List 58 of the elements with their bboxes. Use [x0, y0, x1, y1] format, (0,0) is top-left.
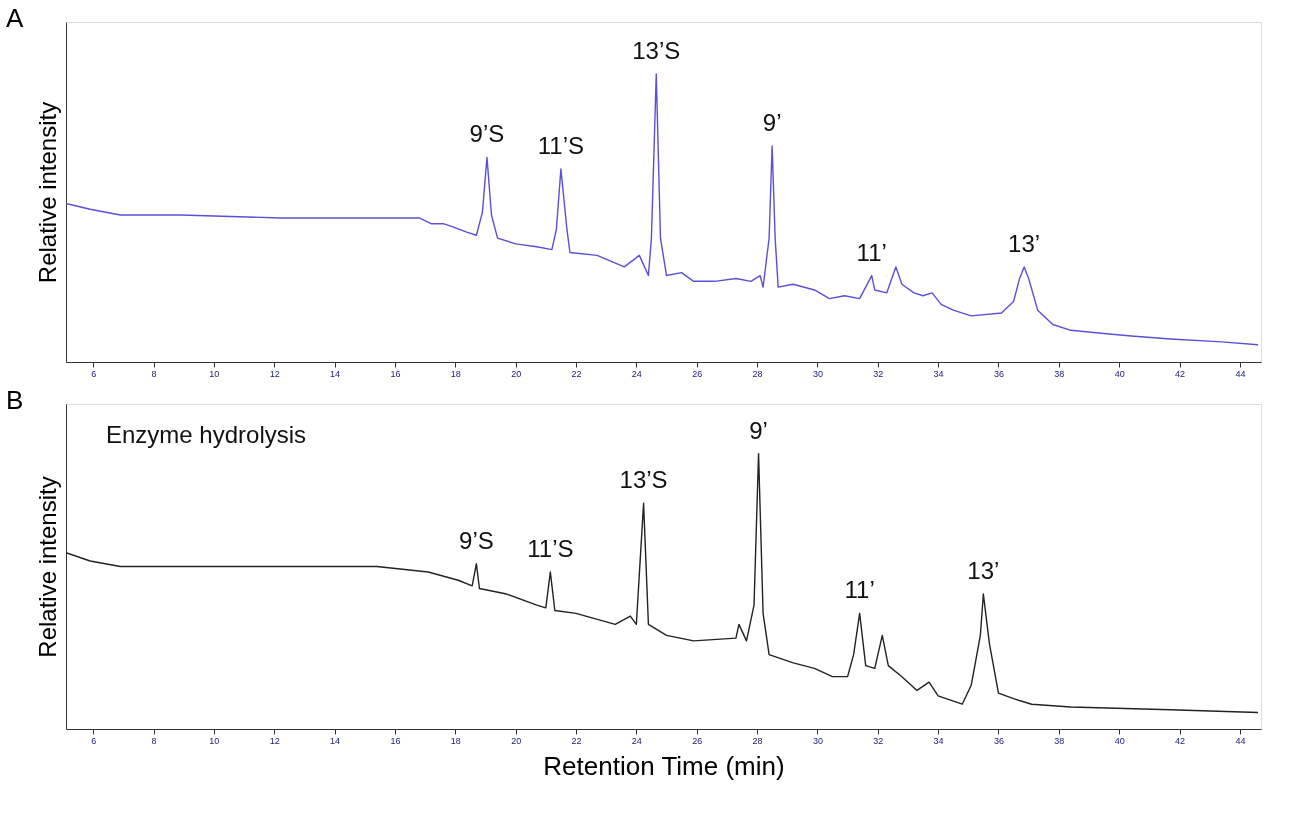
- chart-title: A: [6, 3, 24, 33]
- annotation: 11’S: [527, 535, 574, 563]
- annotation: 9’S: [469, 120, 505, 148]
- annotation: 9’S: [459, 526, 494, 554]
- annotation: 9’: [749, 416, 768, 444]
- x-tick-label: 16: [390, 735, 401, 746]
- x-tick-label: 38: [1054, 735, 1065, 746]
- x-tick-label: 22: [571, 735, 582, 746]
- annotation: 11’: [856, 238, 887, 266]
- x-tick-label: 40: [1114, 368, 1125, 379]
- x-tick-label: 24: [631, 735, 642, 746]
- annotation: 11’S: [537, 131, 585, 159]
- x-tick-label: 34: [933, 368, 944, 379]
- x-tick-label: 34: [933, 735, 944, 746]
- annotation: 13’S: [632, 36, 681, 64]
- x-tick-label: 8: [151, 368, 157, 379]
- x-tick-label: 26: [692, 735, 703, 746]
- x-tick-label: 10: [209, 735, 220, 746]
- x-tick-label: 32: [873, 368, 884, 379]
- annotation: 9’: [762, 108, 782, 136]
- x-tick-label: 18: [450, 735, 461, 746]
- x-tick-label: 6: [91, 368, 97, 379]
- x-tick-label: 22: [571, 368, 582, 379]
- text: Enzyme hydrolysis: [106, 421, 307, 448]
- x-tick-label: 42: [1175, 735, 1186, 746]
- x-tick-label: 8: [151, 735, 157, 746]
- annotation: 11’: [844, 576, 875, 604]
- x-tick-label: 44: [1235, 735, 1246, 746]
- x-tick-label: 24: [631, 368, 642, 379]
- x-tick-label: 36: [993, 735, 1004, 746]
- y-axis-title: Relative intensity: [33, 101, 61, 284]
- x-tick-label: 12: [269, 368, 280, 379]
- x-tick-label: 40: [1114, 735, 1125, 746]
- x-tick-label: 28: [752, 368, 763, 379]
- x-tick-label: 38: [1054, 368, 1065, 379]
- x-tick-label: 18: [450, 368, 461, 379]
- x-tick-label: 28: [752, 735, 763, 746]
- y-axis-title: Relative intensity: [33, 476, 61, 658]
- x-tick-label: 16: [390, 368, 401, 379]
- x-tick-label: 26: [692, 368, 703, 379]
- x-tick-label: 6: [91, 735, 97, 746]
- x-tick-label: 42: [1175, 368, 1186, 379]
- x-tick-label: 14: [330, 368, 341, 379]
- x-tick-label: 32: [873, 735, 884, 746]
- x-tick-label: 30: [812, 735, 823, 746]
- x-tick-label: 36: [993, 368, 1004, 379]
- annotation: 13’: [1008, 229, 1041, 257]
- x-tick-label: 30: [812, 368, 823, 379]
- x-axis-title: Retention Time (min): [543, 750, 785, 781]
- chart-title: B: [6, 385, 24, 415]
- x-tick-label: 10: [209, 368, 220, 379]
- annotation: 13’: [967, 557, 1000, 585]
- x-tick-label: 20: [511, 368, 522, 379]
- x-tick-label: 14: [330, 735, 341, 746]
- annotation: 13’S: [619, 466, 668, 494]
- x-tick-label: 20: [511, 735, 522, 746]
- x-tick-label: 44: [1235, 368, 1246, 379]
- x-tick-label: 12: [269, 735, 280, 746]
